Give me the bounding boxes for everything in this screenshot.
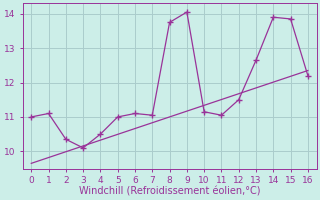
X-axis label: Windchill (Refroidissement éolien,°C): Windchill (Refroidissement éolien,°C) xyxy=(79,187,260,197)
